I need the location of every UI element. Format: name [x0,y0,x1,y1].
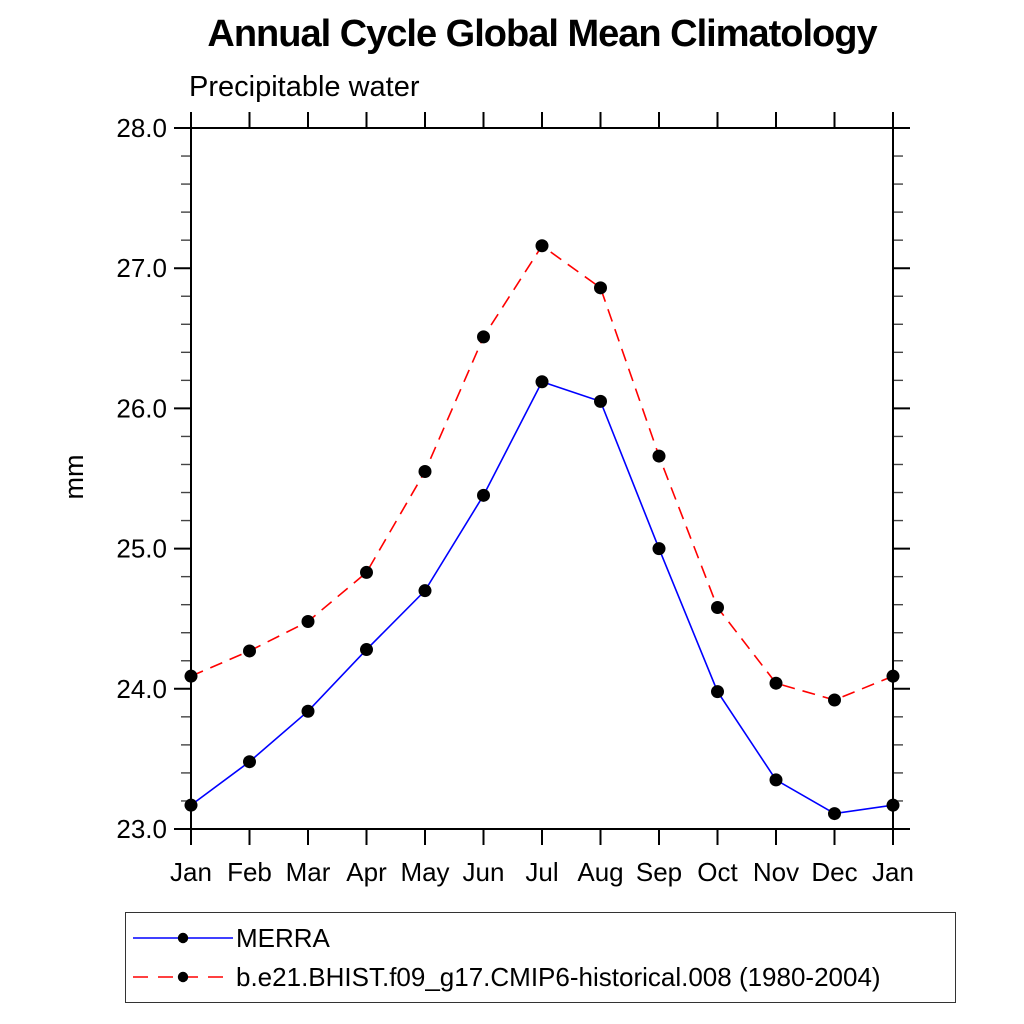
data-point-marker [594,281,607,295]
data-point-marker [886,798,900,812]
chart-subtitle: Precipitable water [189,71,420,103]
data-point-marker [301,704,315,718]
legend-box: MERRA b.e21.BHIST.f09_g17.CMIP6-historic… [125,912,956,1003]
series-line-merra [190,380,894,815]
data-point-marker [301,615,315,629]
y-axis-tick-label: 24.0 [116,674,167,704]
data-point-marker [243,644,256,658]
x-axis-tick-label: Dec [811,857,857,887]
legend-line-sample-merra [133,932,233,943]
x-axis-tick-label: Jul [525,857,558,887]
legend-line-sample-model [133,972,233,983]
x-axis-tick-label: Jan [872,857,914,887]
legend-sample-marker [177,932,189,943]
data-point-marker [243,755,256,769]
x-axis-tick-label: Apr [346,857,387,887]
legend-item-model: b.e21.BHIST.f09_g17.CMIP6-historical.008… [131,962,955,992]
data-point-marker [594,394,607,408]
y-axis-tick-label: 25.0 [116,534,167,564]
x-axis-tick-label: Nov [753,857,799,887]
legend-label-merra: MERRA [236,922,330,953]
legend-item-merra: MERRA [131,923,955,953]
chart-title: Annual Cycle Global Mean Climatology [207,13,877,55]
data-point-marker [828,807,841,821]
data-point-marker [184,669,198,683]
x-axis-tick-label: Oct [697,857,738,887]
x-axis-tick-label: Mar [286,857,331,887]
x-axis-tick-label: Jun [463,857,505,887]
data-point-marker [477,488,490,502]
y-axis-tick-label: 28.0 [116,113,167,143]
data-point-marker [828,693,841,707]
x-axis-tick-label: Feb [227,857,272,887]
data-point-marker [769,773,783,787]
data-point-marker [535,239,549,253]
data-point-marker [886,669,900,683]
series-line-model [190,244,894,701]
x-axis-tick-label: Jan [170,857,212,887]
x-axis-tick-label: Aug [577,857,623,887]
data-point-marker [711,600,724,614]
x-axis-tick-label: May [400,857,449,887]
data-point-marker [360,565,373,579]
y-axis-tick-label: 23.0 [116,814,167,844]
y-axis-tick-label: 26.0 [116,393,167,423]
data-point-marker [769,676,783,690]
plot-frame [190,127,894,830]
y-axis-tick-label: 27.0 [116,253,167,283]
data-point-marker [418,584,432,598]
data-point-marker [535,375,549,389]
legend-label-model: b.e21.BHIST.f09_g17.CMIP6-historical.008… [236,962,881,993]
data-point-marker [477,330,490,344]
data-point-marker [418,464,432,478]
data-point-marker [652,449,666,463]
data-point-marker [360,643,373,657]
x-axis-tick-label: Sep [636,857,682,887]
legend-sample-marker [177,972,189,983]
data-point-marker [652,542,666,556]
data-point-marker [184,798,198,812]
data-point-marker [711,685,724,699]
